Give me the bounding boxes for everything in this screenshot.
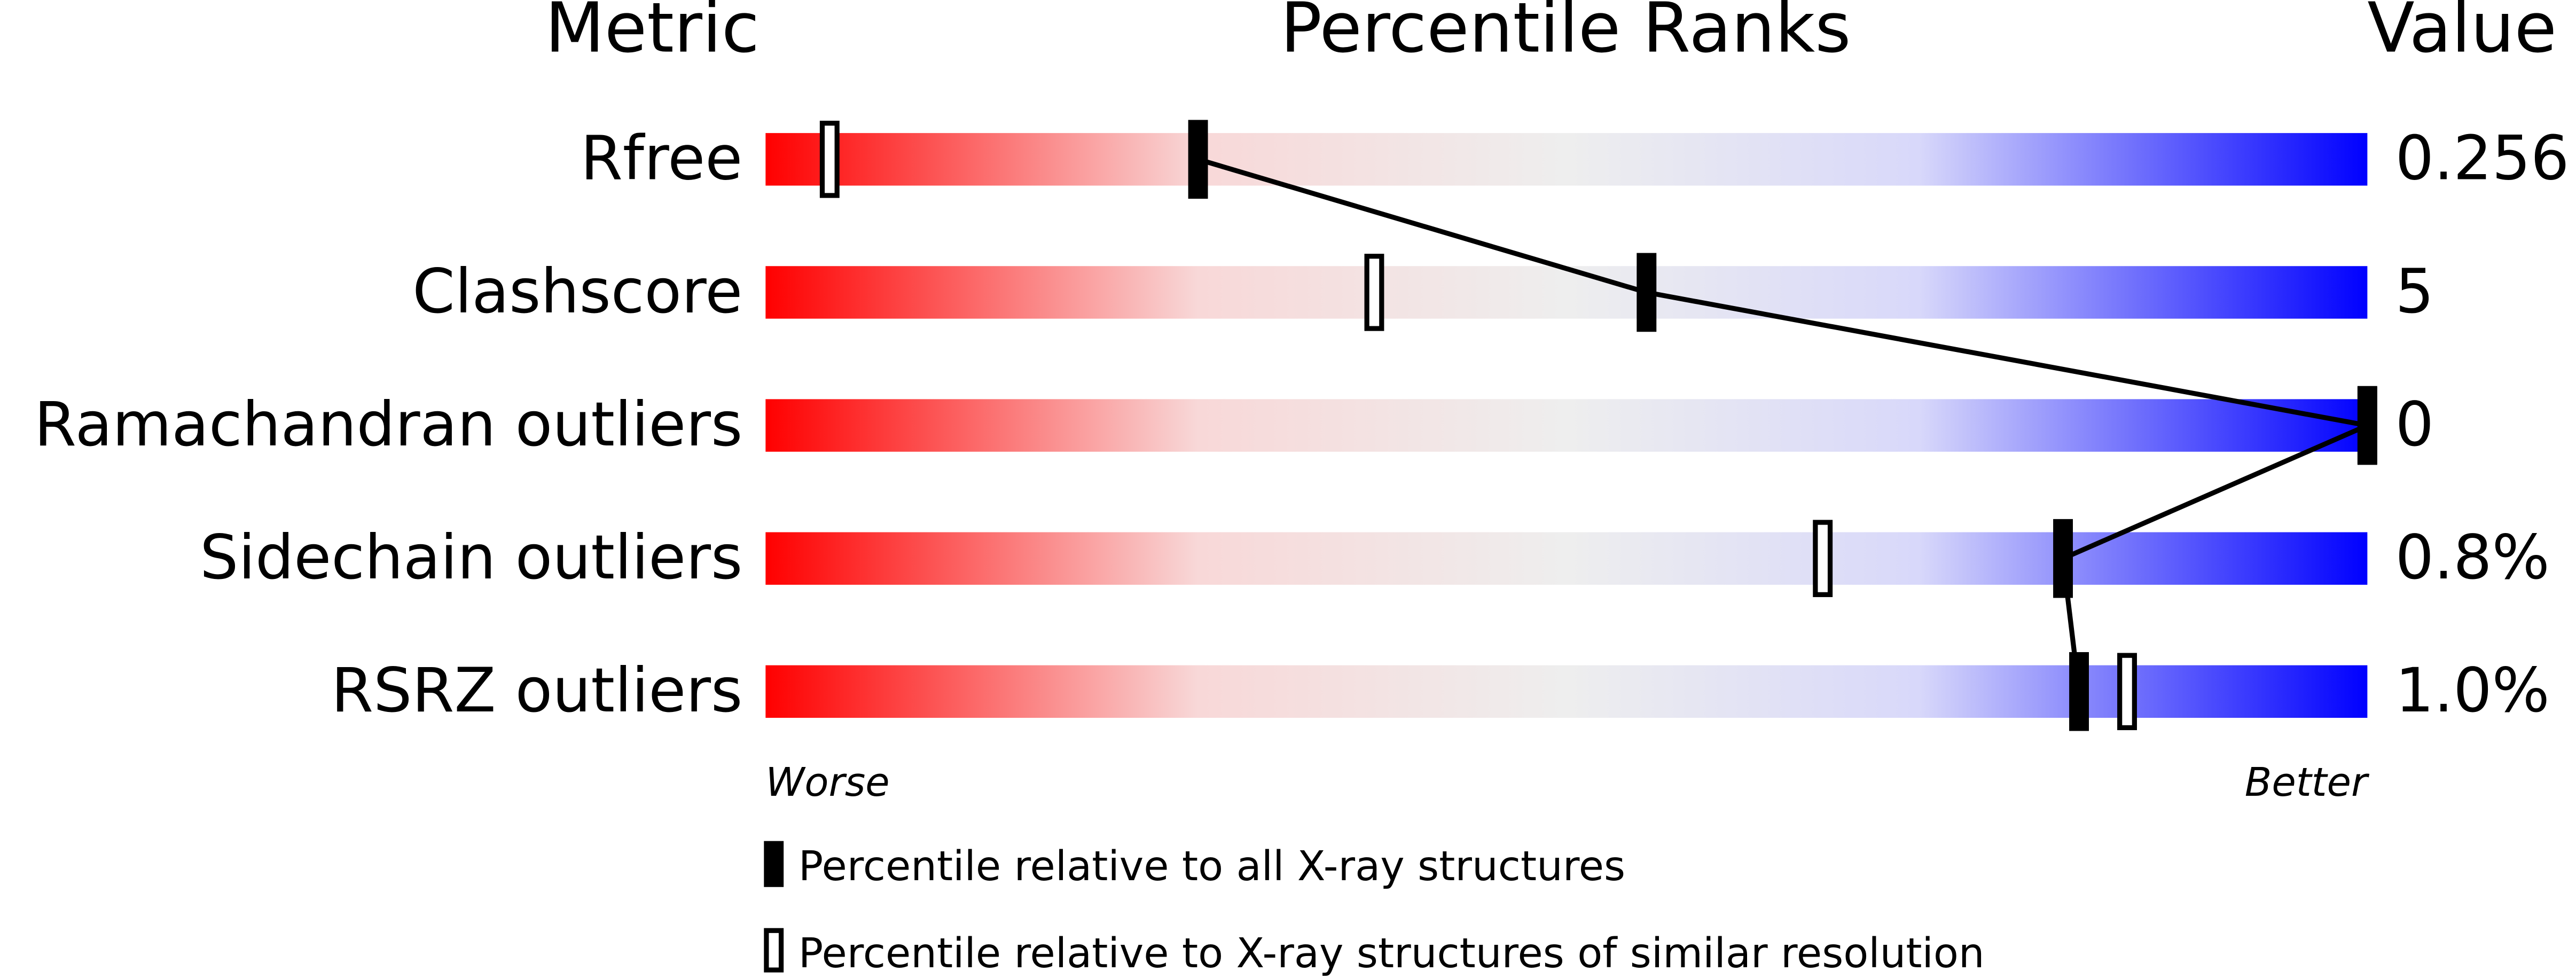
marker-all	[2357, 386, 2377, 465]
metric-label: Sidechain outliers	[200, 522, 742, 593]
metric-label: Ramachandran outliers	[34, 389, 742, 460]
percentile-bar	[765, 532, 2368, 585]
metric-label: Clashscore	[412, 256, 742, 327]
axis-label-worse: Worse	[765, 759, 889, 805]
percentile-bar	[765, 266, 2368, 319]
header-value: Value	[2367, 0, 2557, 68]
header-metric: Metric	[545, 0, 760, 68]
marker-similar	[1813, 520, 1833, 597]
percentile-bar	[765, 133, 2368, 186]
marker-all	[2069, 652, 2089, 731]
marker-all	[1188, 120, 1208, 199]
value-label: 0.256	[2395, 123, 2570, 194]
axis-label-better: Better	[2245, 759, 2370, 805]
value-label: 0.8%	[2395, 522, 2550, 593]
marker-all	[1637, 253, 1657, 332]
value-label: 0	[2395, 389, 2434, 460]
legend-label: Percentile relative to all X-ray structu…	[798, 843, 1625, 890]
metric-label: RSRZ outliers	[331, 655, 742, 726]
percentile-bar	[765, 399, 2368, 452]
legend-swatch-similar	[764, 928, 784, 973]
marker-all	[2053, 519, 2073, 598]
metric-label: Rfree	[581, 123, 742, 194]
header-percentile: Percentile Ranks	[1280, 0, 1851, 68]
percentile-bar	[765, 665, 2368, 718]
marker-similar	[1364, 254, 1384, 331]
value-label: 5	[2395, 256, 2434, 327]
value-label: 1.0%	[2395, 655, 2550, 726]
marker-similar	[2117, 653, 2137, 731]
marker-similar	[819, 121, 840, 198]
legend-label: Percentile relative to X-ray structures …	[798, 930, 1985, 977]
legend-swatch-all	[764, 841, 784, 887]
